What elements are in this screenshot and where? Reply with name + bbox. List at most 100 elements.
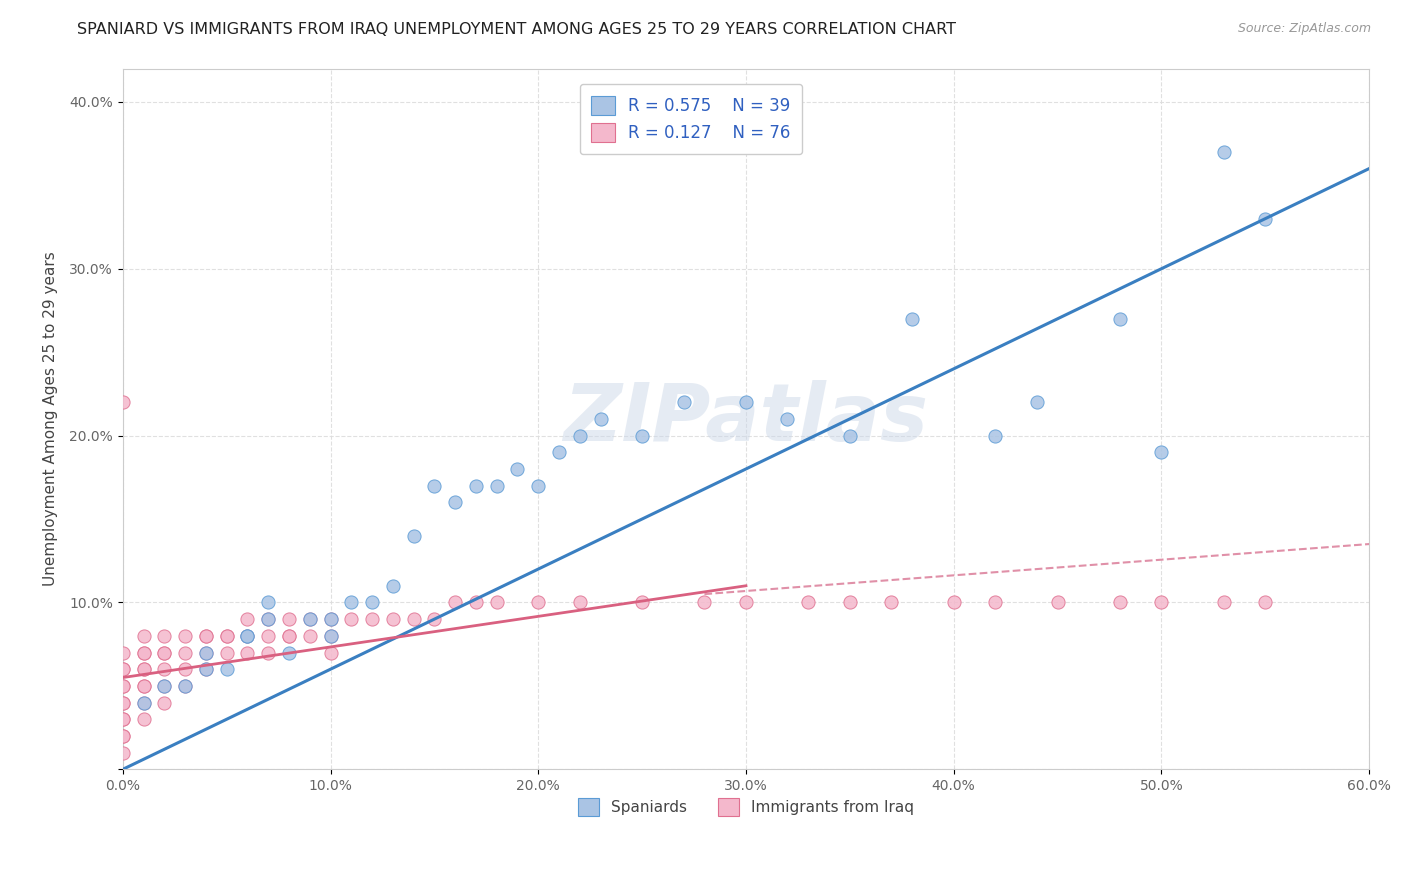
Point	[984, 428, 1007, 442]
Text: Source: ZipAtlas.com: Source: ZipAtlas.com	[1237, 22, 1371, 36]
Point	[111, 696, 134, 710]
Point	[1046, 595, 1069, 609]
Point	[568, 595, 591, 609]
Point	[984, 595, 1007, 609]
Point	[215, 646, 238, 660]
Point	[132, 696, 155, 710]
Point	[631, 428, 654, 442]
Point	[340, 595, 363, 609]
Point	[568, 428, 591, 442]
Point	[1212, 145, 1234, 159]
Point	[776, 412, 799, 426]
Point	[257, 646, 280, 660]
Point	[298, 612, 321, 626]
Point	[693, 595, 716, 609]
Point	[1254, 595, 1277, 609]
Point	[257, 612, 280, 626]
Point	[132, 679, 155, 693]
Point	[111, 712, 134, 726]
Point	[257, 595, 280, 609]
Point	[174, 646, 197, 660]
Point	[194, 629, 217, 643]
Point	[236, 646, 259, 660]
Point	[527, 595, 550, 609]
Point	[402, 529, 425, 543]
Point	[901, 311, 924, 326]
Y-axis label: Unemployment Among Ages 25 to 29 years: Unemployment Among Ages 25 to 29 years	[44, 252, 58, 586]
Point	[153, 662, 176, 676]
Legend: Spaniards, Immigrants from Iraq: Spaniards, Immigrants from Iraq	[568, 789, 924, 825]
Point	[153, 696, 176, 710]
Point	[506, 462, 529, 476]
Point	[153, 629, 176, 643]
Point	[194, 646, 217, 660]
Point	[361, 595, 384, 609]
Point	[174, 679, 197, 693]
Point	[464, 595, 486, 609]
Point	[381, 579, 404, 593]
Point	[194, 662, 217, 676]
Point	[153, 679, 176, 693]
Point	[174, 679, 197, 693]
Point	[111, 679, 134, 693]
Point	[942, 595, 965, 609]
Point	[132, 696, 155, 710]
Point	[278, 646, 301, 660]
Point	[319, 612, 342, 626]
Point	[174, 629, 197, 643]
Point	[111, 746, 134, 760]
Point	[132, 662, 155, 676]
Point	[298, 629, 321, 643]
Point	[111, 679, 134, 693]
Point	[1108, 595, 1130, 609]
Point	[319, 612, 342, 626]
Point	[319, 629, 342, 643]
Point	[236, 612, 259, 626]
Text: ZIPatlas: ZIPatlas	[564, 380, 928, 458]
Point	[485, 595, 508, 609]
Point	[257, 629, 280, 643]
Point	[111, 696, 134, 710]
Point	[215, 629, 238, 643]
Text: SPANIARD VS IMMIGRANTS FROM IRAQ UNEMPLOYMENT AMONG AGES 25 TO 29 YEARS CORRELAT: SPANIARD VS IMMIGRANTS FROM IRAQ UNEMPLO…	[77, 22, 956, 37]
Point	[236, 629, 259, 643]
Point	[111, 395, 134, 409]
Point	[402, 612, 425, 626]
Point	[278, 629, 301, 643]
Point	[797, 595, 820, 609]
Point	[548, 445, 571, 459]
Point	[527, 478, 550, 492]
Point	[838, 428, 860, 442]
Point	[1150, 595, 1173, 609]
Point	[111, 662, 134, 676]
Point	[589, 412, 612, 426]
Point	[1254, 211, 1277, 226]
Point	[194, 662, 217, 676]
Point	[485, 478, 508, 492]
Point	[464, 478, 486, 492]
Point	[735, 595, 758, 609]
Point	[444, 595, 467, 609]
Point	[423, 612, 446, 626]
Point	[111, 646, 134, 660]
Point	[132, 646, 155, 660]
Point	[194, 646, 217, 660]
Point	[278, 629, 301, 643]
Point	[880, 595, 903, 609]
Point	[132, 662, 155, 676]
Point	[132, 646, 155, 660]
Point	[631, 595, 654, 609]
Point	[381, 612, 404, 626]
Point	[153, 646, 176, 660]
Point	[278, 612, 301, 626]
Point	[361, 612, 384, 626]
Point	[132, 712, 155, 726]
Point	[111, 712, 134, 726]
Point	[257, 612, 280, 626]
Point	[132, 679, 155, 693]
Point	[1150, 445, 1173, 459]
Point	[111, 729, 134, 743]
Point	[423, 478, 446, 492]
Point	[111, 662, 134, 676]
Point	[153, 679, 176, 693]
